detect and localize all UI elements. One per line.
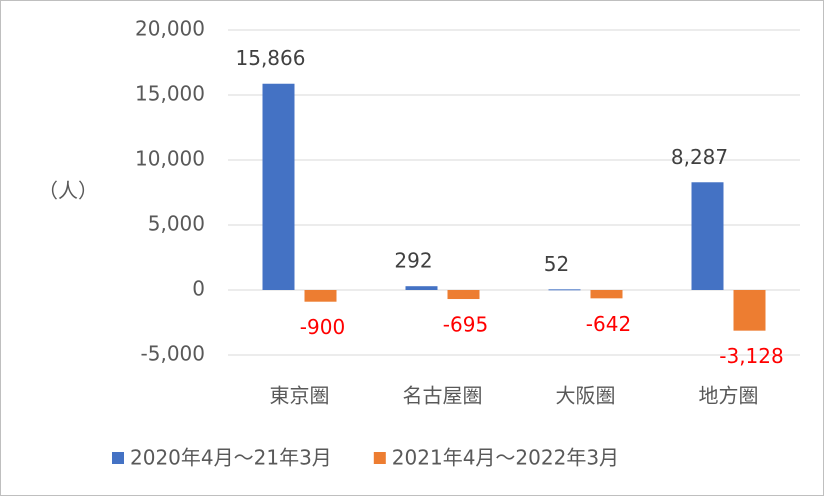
bar	[304, 290, 337, 302]
y-tick-label: 20,000	[135, 17, 205, 41]
bar	[691, 182, 724, 290]
legend-swatch	[373, 452, 386, 464]
y-axis-label: （人）	[38, 179, 98, 203]
x-tick-label: 東京圏	[270, 384, 330, 408]
bar	[733, 290, 766, 331]
bar	[447, 290, 480, 300]
bar	[548, 289, 581, 291]
value-label: -642	[586, 312, 631, 336]
x-tick-label: 大阪圏	[556, 384, 616, 408]
y-tick-label: 0	[192, 277, 205, 301]
y-tick-label: 15,000	[135, 82, 205, 106]
value-label: -695	[443, 313, 488, 337]
bar	[405, 286, 438, 290]
bar	[262, 83, 295, 290]
value-label: 15,866	[236, 46, 306, 70]
value-label: 292	[394, 249, 432, 273]
y-tick-label: 5,000	[148, 212, 205, 236]
value-label: 52	[544, 252, 569, 276]
legend-swatch	[112, 452, 124, 464]
y-tick-label: 10,000	[135, 147, 205, 171]
x-tick-label: 名古屋圏	[403, 384, 483, 408]
bar	[590, 290, 623, 299]
legend-label: 2020年4月～21年3月	[130, 446, 332, 470]
x-tick-label: 地方圏	[699, 384, 759, 408]
legend-label: 2021年4月～2022年3月	[392, 446, 619, 470]
y-tick-label: -5,000	[141, 342, 205, 366]
value-label: -3,128	[719, 344, 783, 368]
value-label: 8,287	[671, 145, 728, 169]
value-label: -900	[300, 315, 345, 339]
